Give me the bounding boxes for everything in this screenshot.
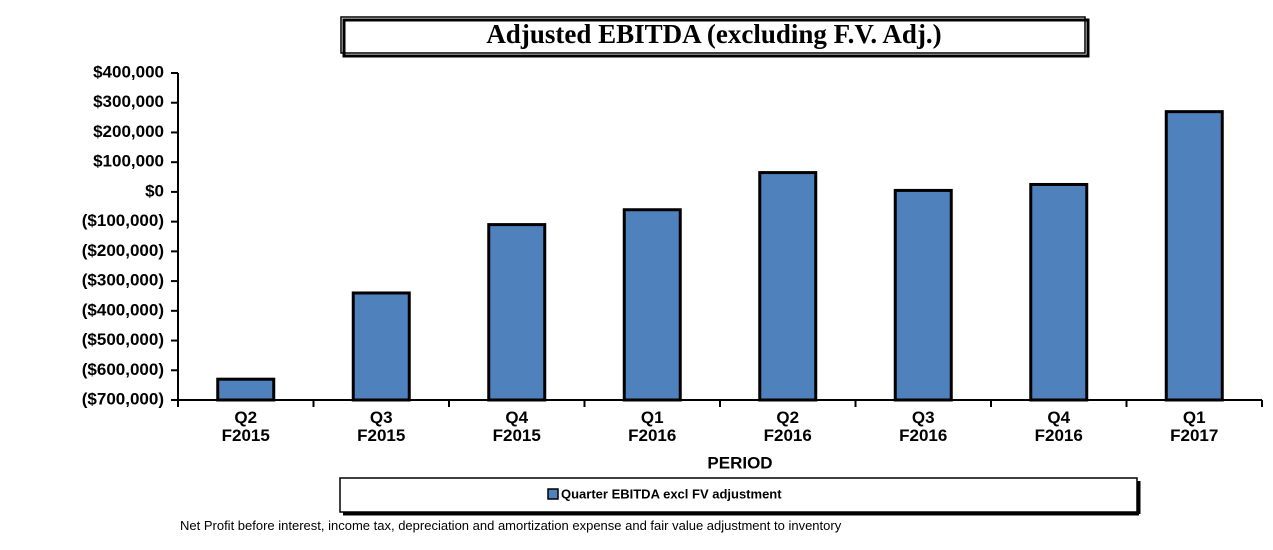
y-tick-label: $300,000: [93, 92, 164, 111]
bar: [1029, 182, 1089, 402]
bar: [351, 291, 411, 402]
y-tick-label: $200,000: [93, 122, 164, 141]
bar: [622, 208, 682, 402]
legend-swatch: [547, 488, 559, 500]
y-tick-label: $400,000: [93, 62, 164, 81]
x-tick-label: Q3 F2015: [357, 408, 405, 445]
bar: [893, 188, 953, 402]
x-tick-label: Q4 F2016: [1035, 408, 1083, 445]
title-box: [340, 16, 1086, 54]
x-tick-label: Q2 F2016: [764, 408, 812, 445]
y-tick-label: ($500,000): [82, 330, 164, 349]
x-tick-label: Q4 F2015: [493, 408, 541, 445]
legend-box: [339, 477, 1138, 513]
y-tick-label: ($600,000): [82, 360, 164, 379]
y-tick-label: ($300,000): [82, 271, 164, 290]
x-tick-label: Q1 F2017: [1170, 408, 1218, 445]
x-tick-label: Q2 F2015: [222, 408, 270, 445]
y-tick-label: ($200,000): [82, 241, 164, 260]
bar: [1164, 110, 1224, 402]
y-tick-label: $100,000: [93, 152, 164, 171]
y-tick-label: ($400,000): [82, 300, 164, 319]
legend-label: Quarter EBITDA excl FV adjustment: [561, 486, 782, 501]
x-tick-label: Q1 F2016: [628, 408, 676, 445]
x-tick-label: Q3 F2016: [899, 408, 947, 445]
y-tick-label: ($100,000): [82, 211, 164, 230]
y-tick-label: ($700,000): [82, 389, 164, 408]
bar: [758, 171, 818, 402]
chart-title: Adjusted EBITDA (excluding F.V. Adj.): [486, 19, 941, 49]
footnote: Net Profit before interest, income tax, …: [180, 518, 842, 533]
y-tick-label: $0: [145, 181, 164, 200]
bar: [487, 223, 547, 402]
bar: [216, 377, 276, 402]
title-box-shadow: [342, 18, 1090, 58]
x-axis-label: PERIOD: [707, 453, 772, 472]
